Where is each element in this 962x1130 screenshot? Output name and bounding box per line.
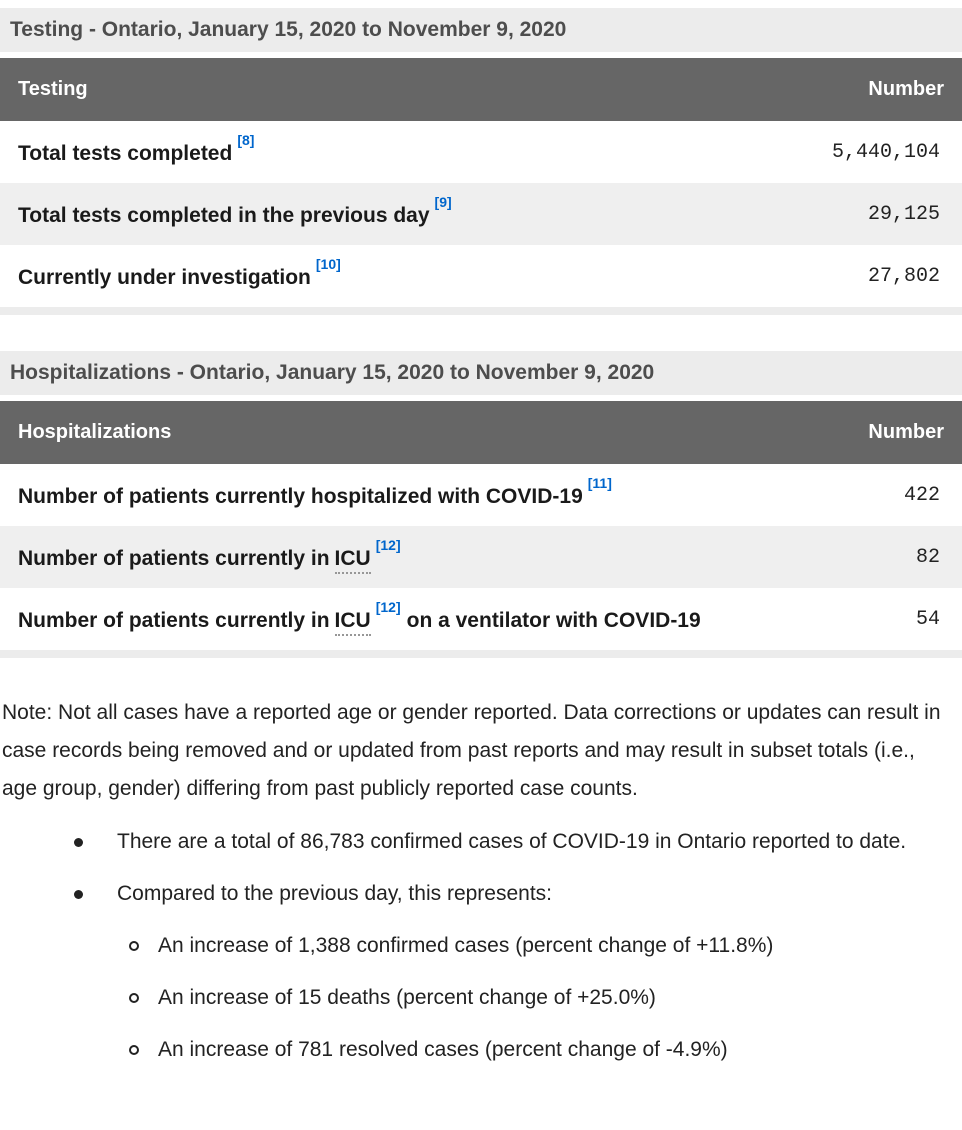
column-header-number: Number bbox=[868, 421, 944, 443]
table-bottom-border bbox=[0, 650, 962, 658]
column-header-hospitalizations: Hospitalizations bbox=[18, 421, 172, 443]
table-row-tests-previous-day: Total tests completed in the previous da… bbox=[0, 183, 962, 245]
row-label: Currently under investigation[10] bbox=[18, 256, 361, 290]
sub-list-item-deaths: An increase of 15 deaths (percent change… bbox=[117, 978, 962, 1018]
table-row-under-investigation: Currently under investigation[10] 27,802 bbox=[0, 245, 962, 307]
row-label: Number of patients currently hospitalize… bbox=[18, 475, 632, 509]
row-label: Number of patients currently in ICU[12] on… bbox=[18, 599, 721, 636]
row-label-suffix: on a ventilator with COVID-19 bbox=[406, 608, 701, 632]
table-row-hospitalized: Number of patients currently hospitalize… bbox=[0, 464, 962, 526]
summary-list: There are a total of 86,783 confirmed ca… bbox=[0, 822, 962, 1070]
row-value: 29,125 bbox=[867, 202, 940, 226]
testing-table-caption: Testing - Ontario, January 15, 2020 to N… bbox=[0, 8, 962, 52]
table-bottom-border bbox=[0, 307, 962, 315]
row-label: Total tests completed[8] bbox=[18, 132, 274, 166]
icu-abbreviation: ICU bbox=[334, 546, 371, 574]
table-row-icu-ventilator: Number of patients currently in ICU[12] on… bbox=[0, 588, 962, 650]
summary-sub-list: An increase of 1,388 confirmed cases (pe… bbox=[117, 926, 962, 1070]
row-label-text: Total tests completed in the previous da… bbox=[18, 203, 430, 227]
table-row-total-tests: Total tests completed[8] 5,440,104 bbox=[0, 121, 962, 183]
footnote-link-12[interactable]: [12] bbox=[375, 536, 401, 553]
row-value: 54 bbox=[915, 607, 940, 631]
footnote-link-12[interactable]: [12] bbox=[375, 598, 401, 615]
hospitalizations-table: Hospitalizations - Ontario, January 15, … bbox=[0, 351, 962, 658]
section-divider bbox=[0, 315, 962, 351]
footnote-link-9[interactable]: [9] bbox=[434, 193, 452, 210]
row-value: 82 bbox=[915, 545, 940, 569]
list-item-text: Compared to the previous day, this repre… bbox=[117, 882, 553, 905]
footnote-link-10[interactable]: [10] bbox=[315, 255, 341, 272]
row-label-text: Number of patients currently in bbox=[18, 608, 330, 632]
row-label: Number of patients currently in ICU[12] bbox=[18, 537, 421, 574]
hospitalizations-table-caption: Hospitalizations - Ontario, January 15, … bbox=[0, 351, 962, 395]
row-value: 27,802 bbox=[867, 264, 940, 288]
note-paragraph: Note: Not all cases have a reported age … bbox=[2, 701, 941, 800]
footnote-link-11[interactable]: [11] bbox=[587, 474, 612, 491]
list-item-total-cases: There are a total of 86,783 confirmed ca… bbox=[0, 822, 962, 862]
row-label-text: Number of patients currently in bbox=[18, 546, 330, 570]
column-header-number: Number bbox=[868, 78, 944, 100]
column-header-testing: Testing bbox=[18, 78, 88, 100]
sub-list-item-text: An increase of 15 deaths (percent change… bbox=[158, 986, 656, 1009]
row-value: 5,440,104 bbox=[831, 140, 940, 164]
row-label-text: Currently under investigation bbox=[18, 265, 311, 289]
testing-table-header: Testing Number bbox=[0, 58, 962, 121]
row-value: 422 bbox=[903, 483, 940, 507]
footnote-link-8[interactable]: [8] bbox=[237, 131, 255, 148]
row-label: Total tests completed in the previous da… bbox=[18, 194, 472, 228]
sub-list-item-text: An increase of 1,388 confirmed cases (pe… bbox=[158, 934, 774, 957]
row-label-text: Number of patients currently hospitalize… bbox=[18, 484, 583, 508]
icu-abbreviation: ICU bbox=[334, 608, 371, 636]
list-item-text: There are a total of 86,783 confirmed ca… bbox=[117, 830, 907, 853]
testing-table: Testing - Ontario, January 15, 2020 to N… bbox=[0, 8, 962, 315]
hospitalizations-table-header: Hospitalizations Number bbox=[0, 401, 962, 464]
table-row-icu: Number of patients currently in ICU[12] 8… bbox=[0, 526, 962, 588]
sub-list-item-text: An increase of 781 resolved cases (perce… bbox=[158, 1038, 728, 1061]
row-label-text: Total tests completed bbox=[18, 141, 233, 165]
sub-list-item-resolved-cases: An increase of 781 resolved cases (perce… bbox=[117, 1030, 962, 1070]
sub-list-item-confirmed-cases: An increase of 1,388 confirmed cases (pe… bbox=[117, 926, 962, 966]
list-item-previous-day: Compared to the previous day, this repre… bbox=[0, 874, 962, 1070]
